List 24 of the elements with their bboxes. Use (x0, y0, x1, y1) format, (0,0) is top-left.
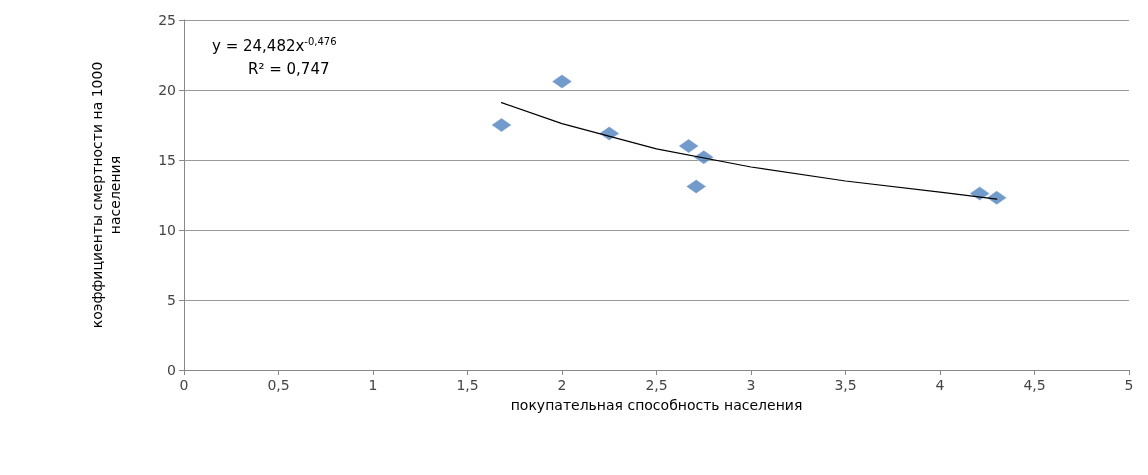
y-tick-label: 10 (158, 222, 176, 238)
x-tick-label: 0,5 (267, 377, 290, 393)
x-tick-label: 0 (179, 377, 189, 393)
x-tick-label: 2,5 (645, 377, 668, 393)
x-tick-label: 3 (746, 377, 756, 393)
point (969, 186, 990, 201)
point (986, 190, 1007, 206)
x-tick-label: 4,5 (1023, 377, 1046, 393)
point (491, 117, 512, 133)
y-tick-label: 0 (167, 362, 176, 378)
x-tick-label: 1 (368, 377, 378, 393)
y-tick-label: 15 (158, 152, 176, 168)
y-tick-label: 5 (167, 292, 176, 308)
x-tick-label: 5 (1124, 377, 1134, 393)
x-tick-label: 2 (557, 377, 567, 393)
point (678, 138, 699, 154)
x-tick-label: 3,5 (834, 377, 857, 393)
x-axis-title: покупательная способность населения (510, 397, 803, 413)
x-tick-label: 4 (935, 377, 945, 393)
y-tick-label: 25 (158, 12, 176, 28)
annotation: R² = 0,747 (248, 59, 330, 78)
y-axis-title: коэффициенты смертности на 1000 населения (89, 61, 123, 329)
y-tick-label: 20 (158, 82, 176, 98)
x-tick-label: 1,5 (456, 377, 479, 393)
